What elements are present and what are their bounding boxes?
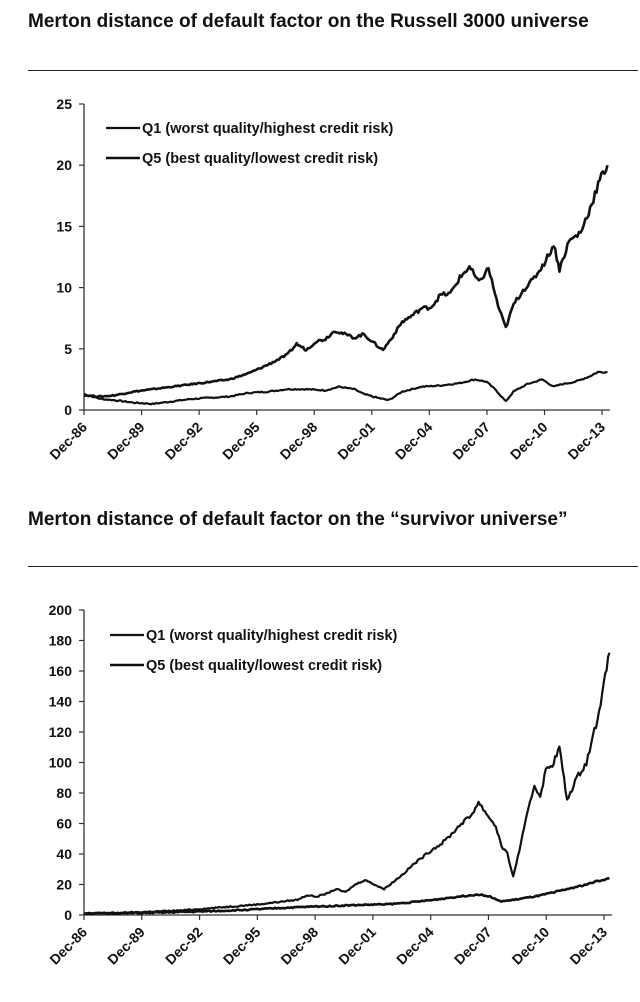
chart-title-2: Merton distance of default factor on the… bbox=[28, 509, 568, 530]
chart-title-1: Merton distance of default factor on the… bbox=[28, 11, 589, 32]
y-tick-label: 5 bbox=[64, 341, 72, 357]
x-tick-label: Dec-07 bbox=[449, 419, 493, 463]
series-q1-line bbox=[83, 652, 611, 915]
x-tick-label: Dec-98 bbox=[277, 419, 321, 463]
y-tick-label: 160 bbox=[49, 663, 73, 679]
chart-panel-2: Merton distance of default factor on the… bbox=[0, 500, 640, 1002]
y-tick-label: 10 bbox=[56, 280, 72, 296]
y-tick-label: 60 bbox=[56, 816, 72, 832]
chart-panel-1: Merton distance of default factor on the… bbox=[0, 0, 640, 490]
x-tick-label: Dec-10 bbox=[507, 419, 551, 463]
x-tick-label: Dec-95 bbox=[220, 924, 264, 968]
legend-label: Q1 (worst quality/highest credit risk) bbox=[146, 628, 398, 644]
x-tick-label: Dec-04 bbox=[393, 924, 437, 968]
x-tick-label: Dec-86 bbox=[46, 924, 90, 968]
y-tick-label: 25 bbox=[56, 96, 72, 112]
y-tick-label: 15 bbox=[56, 218, 72, 234]
series-q5-line bbox=[83, 164, 609, 399]
title-divider-2 bbox=[28, 566, 638, 567]
x-tick-label: Dec-92 bbox=[161, 419, 205, 463]
y-tick-label: 180 bbox=[49, 633, 73, 649]
y-tick-label: 20 bbox=[56, 877, 72, 893]
legend-label: Q5 (best quality/lowest credit risk) bbox=[146, 658, 382, 674]
x-tick-label: Dec-13 bbox=[566, 924, 610, 968]
x-tick-label: Dec-04 bbox=[392, 419, 436, 463]
y-tick-label: 100 bbox=[49, 755, 73, 771]
line-chart-1: 0 5 10 15 20 25 Dec-86 Dec-89 Dec-92 Dec-95 Dec-98… bbox=[46, 96, 610, 463]
x-tick-label: Dec-01 bbox=[335, 924, 379, 968]
title-divider-1 bbox=[28, 70, 638, 71]
y-tick-label: 40 bbox=[56, 846, 72, 862]
y-tick-label: 200 bbox=[49, 602, 73, 618]
legend-label: Q1 (worst quality/highest credit risk) bbox=[142, 121, 394, 137]
y-tick-label: 20 bbox=[56, 157, 72, 173]
x-tick-label: Dec-98 bbox=[277, 924, 321, 968]
x-tick-label: Dec-10 bbox=[509, 924, 553, 968]
series-q1-line bbox=[83, 370, 608, 406]
series-q5-line bbox=[84, 877, 610, 916]
x-tick-label: Dec-89 bbox=[104, 924, 148, 968]
x-tick-label: Dec-01 bbox=[334, 419, 378, 463]
line-chart-2: 0 20 40 60 80 100 120 140 160 180 200 Dec-86 Dec-89 D… bbox=[46, 602, 612, 968]
x-tick-label: Dec-13 bbox=[564, 419, 608, 463]
x-tick-label: Dec-07 bbox=[451, 924, 495, 968]
y-tick-label: 140 bbox=[49, 694, 73, 710]
x-tick-label: Dec-89 bbox=[104, 419, 148, 463]
x-tick-label: Dec-86 bbox=[46, 419, 90, 463]
x-tick-label: Dec-95 bbox=[219, 419, 263, 463]
x-tick-label: Dec-92 bbox=[162, 924, 206, 968]
y-tick-label: 0 bbox=[64, 402, 72, 418]
y-tick-label: 120 bbox=[49, 724, 73, 740]
y-tick-label: 0 bbox=[64, 907, 72, 923]
legend-label: Q5 (best quality/lowest credit risk) bbox=[142, 151, 378, 167]
y-tick-label: 80 bbox=[56, 785, 72, 801]
